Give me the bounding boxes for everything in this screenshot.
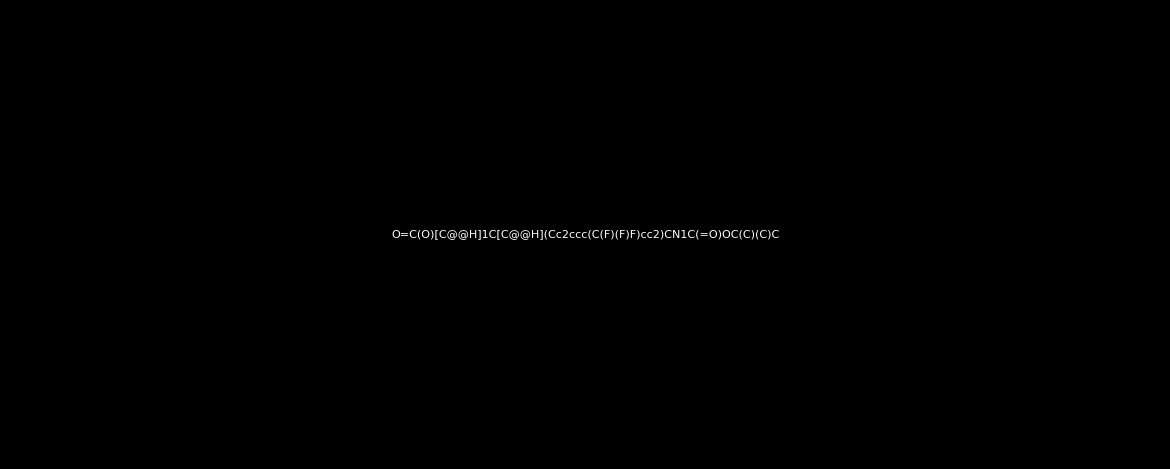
Text: O=C(O)[C@@H]1C[C@@H](Cc2ccc(C(F)(F)F)cc2)CN1C(=O)OC(C)(C)C: O=C(O)[C@@H]1C[C@@H](Cc2ccc(C(F)(F)F)cc2… <box>391 229 779 240</box>
